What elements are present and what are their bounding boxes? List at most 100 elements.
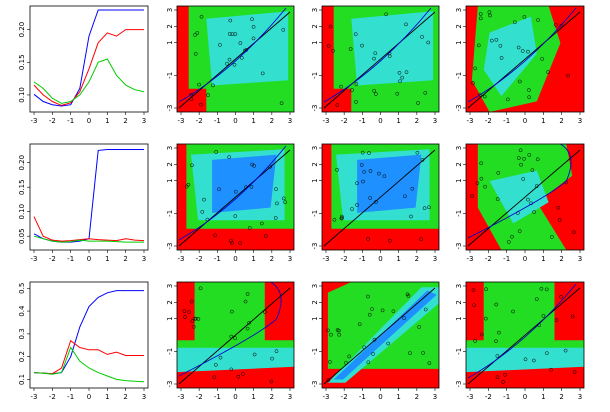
sample-point [217, 187, 221, 192]
fit-line-black [323, 149, 436, 247]
sample-point [498, 43, 503, 48]
sample-point [233, 336, 237, 340]
sample-point [553, 22, 558, 27]
sample-point [499, 56, 504, 60]
sample-point [238, 241, 243, 245]
y-tick-label: -1 [311, 210, 319, 217]
series-line-2 [33, 235, 144, 243]
sample-point [335, 328, 340, 332]
sample-point [200, 209, 205, 214]
sample-point [503, 372, 507, 377]
sample-point [227, 32, 232, 36]
line-panel-0: -3 -2 -1 0 1 2 3 0.10 0.15 0.20 [18, 5, 149, 125]
sample-point [366, 360, 371, 365]
sample-point [279, 101, 284, 106]
x-tick-label: 0 [523, 117, 527, 125]
sample-point [212, 375, 217, 380]
x-tick-label: 1 [541, 393, 545, 401]
sample-point [539, 286, 544, 291]
sample-point [326, 378, 331, 382]
sample-point [522, 156, 526, 161]
fit-curve-blue [178, 282, 282, 377]
heatmap-panel-1: -3 -2 -1 0 1 2 3 -3 -1 1 2 3 [311, 5, 440, 125]
sample-point [404, 22, 408, 27]
sample-point [360, 43, 364, 48]
fit-line-black [467, 11, 581, 109]
series-line-2 [33, 58, 145, 104]
sample-point [489, 38, 494, 43]
sample-point [483, 184, 487, 189]
sample-point [415, 150, 420, 155]
x-tick-label: -1 [214, 393, 221, 401]
x-tick-label: 1 [251, 393, 255, 401]
sample-point [327, 360, 332, 364]
x-tick-label: -2 [196, 255, 203, 263]
sample-point [189, 299, 194, 304]
sample-point [382, 174, 387, 179]
x-tick-label: -1 [67, 117, 74, 125]
y-tick-label: 2 [311, 300, 319, 304]
sample-point [526, 197, 530, 202]
y-tick-label: -1 [311, 348, 319, 355]
x-tick-label: 0 [87, 393, 91, 401]
sample-point [227, 155, 232, 159]
x-tick-label: -3 [178, 117, 185, 125]
y-tick-label: 3 [311, 8, 319, 12]
sample-point [247, 320, 252, 325]
y-tick-label: 1 [311, 40, 319, 44]
sample-point [531, 358, 536, 363]
y-tick-label: -1 [166, 348, 174, 355]
sample-point [478, 12, 483, 16]
sample-point [526, 49, 530, 54]
y-tick-label: 3 [311, 284, 319, 288]
sample-point [527, 88, 531, 92]
x-tick-label: 2 [270, 117, 274, 125]
sample-point [335, 167, 339, 172]
y-tick-label: 1 [311, 178, 319, 182]
sample-point [329, 332, 333, 337]
x-tick-label: -2 [485, 255, 492, 263]
x-tick-label: 2 [123, 255, 127, 263]
y-tick-label: 2 [166, 300, 174, 304]
series-line-1 [33, 216, 145, 242]
sample-point [197, 82, 201, 87]
sample-point [229, 309, 234, 314]
x-tick-label: 0 [233, 255, 237, 263]
y-tick-label: -3 [311, 243, 319, 250]
y-tick-label: -3 [455, 243, 463, 250]
series-line-0 [33, 9, 144, 107]
x-tick-label: 3 [288, 117, 292, 125]
sample-point [229, 239, 233, 243]
sample-point [361, 179, 365, 184]
y-tick-label: 3 [455, 8, 463, 12]
sample-point [190, 163, 194, 168]
sample-point [473, 66, 477, 71]
x-tick-label: 2 [270, 255, 274, 263]
sample-point [192, 316, 197, 321]
heat-region-blue [333, 290, 437, 380]
sample-point [374, 92, 378, 96]
sample-point [391, 309, 396, 314]
fit-curve-blue [323, 7, 432, 103]
sample-point [281, 196, 286, 201]
sample-point [534, 297, 539, 302]
x-tick-label: -3 [323, 117, 330, 125]
sample-point [360, 150, 365, 155]
sample-point [419, 237, 423, 241]
sample-point [377, 171, 381, 176]
sample-point [350, 207, 354, 211]
line-panel-1: -3 -2 -1 0 1 2 3 0.05 0.10 0.15 0.20 [18, 143, 149, 263]
y-tick-label: 1 [166, 316, 174, 320]
x-tick-label: -1 [503, 117, 510, 125]
sample-point [190, 319, 195, 323]
sample-point [386, 341, 391, 346]
sample-point [239, 55, 244, 60]
y-tick-label: 1 [455, 40, 463, 44]
fit-line-black [178, 149, 291, 247]
sample-point [339, 214, 344, 219]
sample-point [193, 33, 197, 37]
sample-point [482, 94, 487, 99]
x-tick-label: 3 [578, 255, 582, 263]
sample-point [520, 49, 525, 53]
